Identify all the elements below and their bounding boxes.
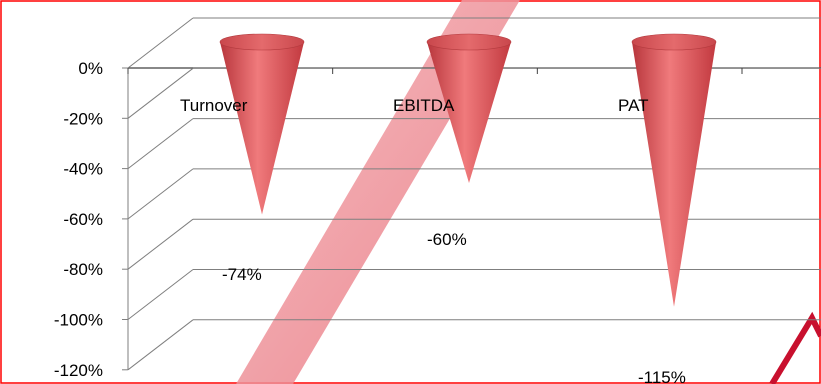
y-tick-label: -60% — [63, 210, 103, 229]
y-tick-label: -100% — [54, 311, 103, 330]
cone-bar — [632, 42, 716, 307]
cone-bar — [427, 42, 511, 183]
watermark-logo — [769, 311, 821, 384]
cone-bar — [220, 42, 304, 215]
gridline-side — [127, 319, 194, 371]
y-tick-label: -80% — [63, 260, 103, 279]
category-label: PAT — [618, 96, 649, 115]
y-tick-label: -120% — [54, 361, 103, 380]
data-label: -74% — [222, 265, 262, 284]
y-tick-label: 0% — [78, 59, 103, 78]
cone-top — [426, 33, 512, 51]
gridline-side — [127, 269, 194, 320]
category-label: Turnover — [180, 96, 248, 115]
gridline-side — [127, 118, 194, 169]
y-tick-label: -40% — [63, 160, 103, 179]
data-label: -115% — [638, 368, 686, 384]
gridline-side — [127, 17, 194, 69]
y-tick-label: -20% — [63, 109, 103, 128]
gridline-side — [127, 218, 194, 270]
data-label: -60% — [427, 230, 467, 249]
gridline-side — [127, 67, 194, 119]
gridline-side — [127, 168, 194, 220]
cone-top — [219, 33, 305, 51]
cone-top — [631, 33, 717, 51]
category-label: EBITDA — [393, 96, 455, 115]
